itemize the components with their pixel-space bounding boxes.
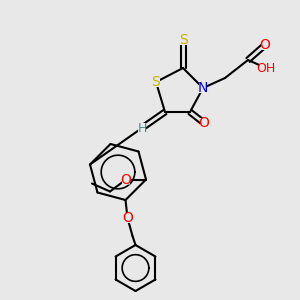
Text: O: O — [199, 116, 209, 130]
FancyBboxPatch shape — [199, 83, 207, 93]
Text: H: H — [137, 122, 147, 134]
FancyBboxPatch shape — [179, 35, 187, 45]
Text: S: S — [178, 33, 188, 47]
FancyBboxPatch shape — [124, 213, 131, 223]
FancyBboxPatch shape — [138, 123, 146, 133]
Text: O: O — [121, 172, 131, 187]
Text: S: S — [152, 75, 160, 89]
FancyBboxPatch shape — [122, 175, 130, 184]
Text: N: N — [198, 81, 208, 95]
Text: OH: OH — [256, 61, 276, 74]
FancyBboxPatch shape — [200, 118, 208, 128]
FancyBboxPatch shape — [152, 77, 160, 87]
Text: O: O — [122, 211, 133, 225]
FancyBboxPatch shape — [261, 40, 269, 50]
Text: O: O — [260, 38, 270, 52]
FancyBboxPatch shape — [260, 63, 272, 73]
